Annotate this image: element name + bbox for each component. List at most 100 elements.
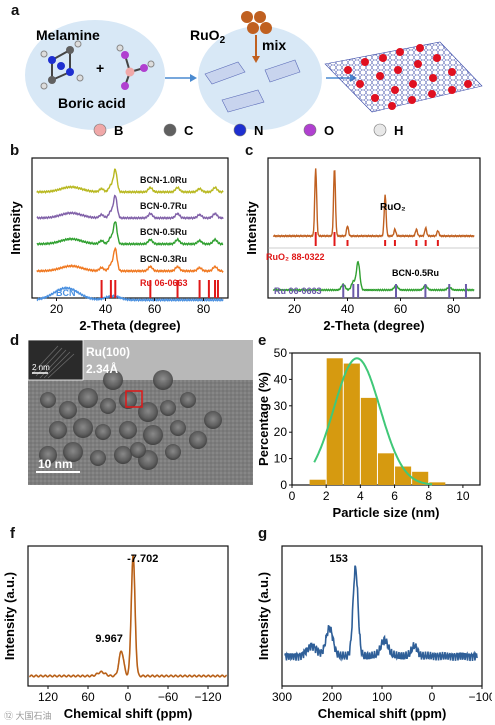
nmr-g-frame xyxy=(281,545,483,687)
xrd-chart-c: RuO₂ RuO₂ 88-0322 BCN-0.5Ru Ru 06-0663 20 40 6… xyxy=(244,157,481,333)
histogram-bar xyxy=(309,479,326,485)
x-axis-label: Chemical shift (ppm) xyxy=(64,706,193,721)
peak-label: 153 xyxy=(330,553,348,565)
nanoparticle xyxy=(130,442,146,458)
nmr-chart-g: 153 300 200 100 0 −100 Chemical shift (ppm) Int… xyxy=(256,545,492,721)
series-line xyxy=(36,286,224,303)
x-tick-label: −120 xyxy=(194,690,221,704)
x-axis-label: 2-Theta (degree) xyxy=(79,318,180,333)
panel-label-c: c xyxy=(245,142,254,159)
x-tick-label: 10 xyxy=(456,489,470,503)
lattice-plane-label: Ru(100) xyxy=(86,345,130,359)
x-tick-label: 6 xyxy=(391,489,398,503)
histogram-bar xyxy=(429,482,446,485)
reference-label: Ru 06-0663 xyxy=(140,278,188,288)
x-axis-label: Particle size (nm) xyxy=(333,505,440,520)
xrd-chart-b: BCN-1.0Ru BCN-0.7Ru BCN-0.5Ru BCN-0.3Ru BCN R… xyxy=(8,157,229,333)
ru-nanoparticles xyxy=(344,44,472,110)
scale-bar-label: 10 nm xyxy=(38,457,73,471)
nanoparticle xyxy=(180,392,196,408)
legend-label-n: N xyxy=(254,123,263,138)
panel-label-e: e xyxy=(258,332,267,349)
series-line xyxy=(36,221,224,247)
particle-size-histogram: 0 2 4 6 8 10 0 10 20 30 40 50 Particle size (nm) Perc… xyxy=(258,346,481,520)
nanoparticle xyxy=(40,392,56,408)
mix-arrow-head xyxy=(252,56,260,63)
series-label: BCN-1.0Ru xyxy=(140,175,187,185)
panel-label-f: f xyxy=(10,525,15,542)
panel-label-d: d xyxy=(10,332,20,349)
melamine-label: Melamine xyxy=(36,27,100,43)
x-tick-label: 60 xyxy=(81,690,95,704)
nanoparticle xyxy=(95,424,111,440)
nanoparticle xyxy=(90,450,106,466)
legend-atom-h xyxy=(373,123,387,137)
series-line xyxy=(272,260,475,292)
xrd-b-frame xyxy=(31,157,229,299)
panel-label-a: a xyxy=(11,2,20,19)
nanoparticle xyxy=(49,421,67,439)
tem-image: 2 nm Ru(100) 2.34Å 10 nm xyxy=(28,340,253,485)
nanoparticle xyxy=(119,421,137,439)
legend-atom-c xyxy=(163,123,177,137)
spectrum-line xyxy=(284,565,478,662)
legend-label-b: B xyxy=(114,123,123,138)
legend-label-c: C xyxy=(184,123,194,138)
x-tick-label: 80 xyxy=(197,302,211,316)
nanoparticle xyxy=(103,370,123,390)
y-axis-label: Intensity xyxy=(244,201,259,255)
bcn-sheets-icon xyxy=(204,59,301,113)
gaussian-fit-line xyxy=(313,357,433,486)
x-tick-label: 0 xyxy=(289,489,296,503)
plus-sign: + xyxy=(96,60,104,76)
legend-label-h: H xyxy=(394,123,403,138)
x-tick-label: −60 xyxy=(158,690,179,704)
y-axis-label: Intensity (a.u.) xyxy=(256,572,271,660)
x-tick-label: 120 xyxy=(38,690,58,704)
x-tick-label: 300 xyxy=(272,690,292,704)
panel-label-g: g xyxy=(258,525,268,542)
nanoparticle xyxy=(78,388,98,408)
x-tick-label: 2 xyxy=(323,489,330,503)
nanoparticle xyxy=(143,425,163,445)
series-label: RuO₂ xyxy=(380,202,406,213)
synthesis-scheme: Melamine + Boric acid RuO2 mix xyxy=(25,11,483,138)
x-tick-label: 60 xyxy=(148,302,162,316)
series-line xyxy=(36,168,224,195)
arrow-1-head xyxy=(190,74,197,82)
nanoparticle xyxy=(73,418,93,438)
x-tick-label: 40 xyxy=(99,302,113,316)
nanoparticle xyxy=(100,398,116,414)
y-tick-label: 40 xyxy=(274,372,288,386)
hrtem-inset xyxy=(28,340,84,381)
peak-label: -7.702 xyxy=(127,553,158,565)
x-tick-label: 0 xyxy=(429,690,436,704)
x-axis-label: Chemical shift (ppm) xyxy=(318,706,447,721)
histogram-bar xyxy=(412,471,429,485)
y-axis-label: Intensity xyxy=(8,201,23,255)
series-label: BCN-0.3Ru xyxy=(140,254,187,264)
x-tick-label: 200 xyxy=(322,690,342,704)
x-tick-label: 20 xyxy=(288,302,302,316)
nanoparticle xyxy=(119,391,137,409)
legend-atom-b xyxy=(93,123,107,137)
histogram-bar xyxy=(360,397,377,485)
spectrum-line xyxy=(28,554,228,678)
nanoparticle xyxy=(189,431,207,449)
x-tick-label: 20 xyxy=(50,302,64,316)
boric-acid-label: Boric acid xyxy=(58,95,126,111)
watermark: ⑫ 大国石油 xyxy=(4,711,52,721)
ruo2-particles-icon xyxy=(241,11,272,34)
x-tick-label: −100 xyxy=(468,690,492,704)
lattice-fringes xyxy=(31,345,75,379)
y-tick-label: 10 xyxy=(274,452,288,466)
x-axis-label: 2-Theta (degree) xyxy=(323,318,424,333)
series-label: BCN-0.5Ru xyxy=(140,227,187,237)
series-label: BCN-0.5Ru xyxy=(392,268,439,278)
ruo2-label: RuO2 xyxy=(190,27,226,46)
legend-atom-n xyxy=(233,123,247,137)
x-tick-label: 60 xyxy=(394,302,408,316)
histogram-bar xyxy=(395,466,412,485)
